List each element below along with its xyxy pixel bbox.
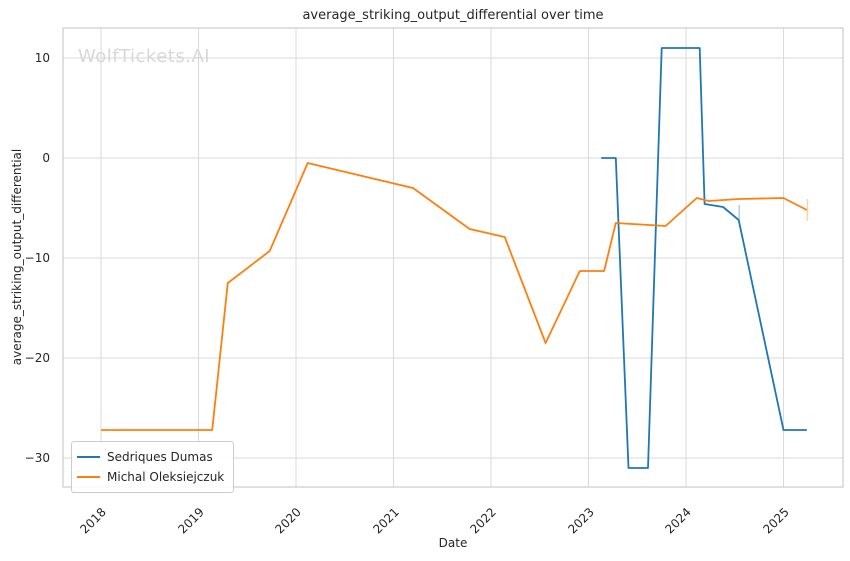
legend-item-michal-oleksiejczuk: Michal Oleksiejczuk bbox=[77, 467, 224, 487]
series-line-1 bbox=[101, 162, 808, 431]
watermark-text: WolfTickets.AI bbox=[78, 46, 211, 67]
legend-label: Sedriques Dumas bbox=[107, 450, 213, 464]
y-tick-label: 0 bbox=[42, 151, 50, 165]
y-tick-label: −30 bbox=[24, 451, 50, 465]
legend-label: Michal Oleksiejczuk bbox=[107, 470, 225, 484]
legend-line-swatch-blue bbox=[77, 456, 100, 458]
y-tick-label: 10 bbox=[34, 51, 50, 65]
x-axis-label: Date bbox=[438, 536, 468, 550]
axes-frame bbox=[62, 27, 844, 488]
y-axis-label: average_striking_output_differential bbox=[10, 148, 24, 366]
legend-item-sedriques-dumas: Sedriques Dumas bbox=[77, 447, 224, 467]
y-tick-label: −10 bbox=[24, 251, 50, 265]
y-tick-label: −20 bbox=[24, 351, 50, 365]
legend: Sedriques Dumas Michal Oleksiejczuk bbox=[71, 441, 235, 493]
series-line-0 bbox=[601, 47, 807, 469]
chart-title: average_striking_output_differential ove… bbox=[302, 8, 604, 23]
legend-line-swatch-orange bbox=[77, 476, 100, 478]
